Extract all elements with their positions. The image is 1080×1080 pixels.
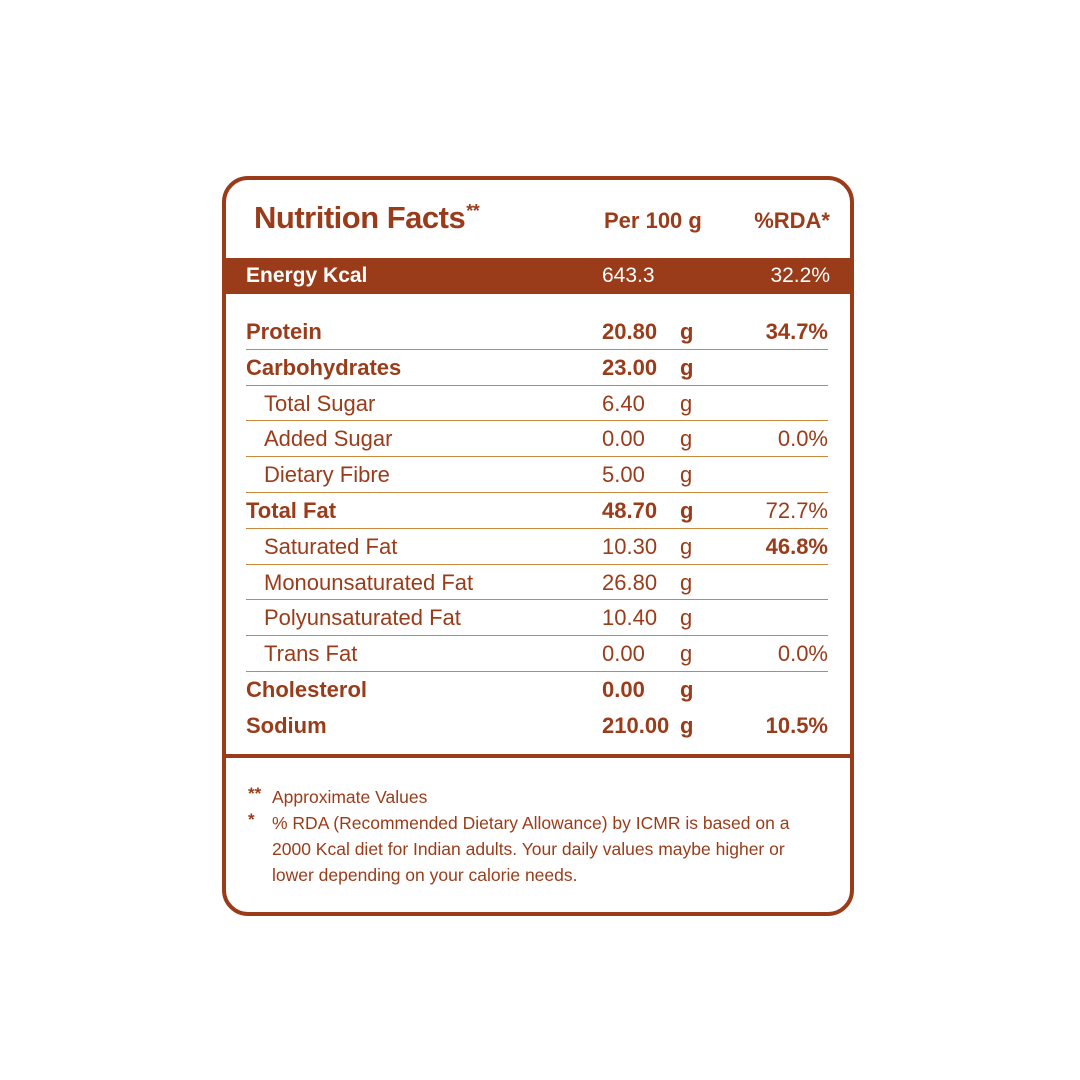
- footnote: ** Approximate Values: [248, 784, 820, 810]
- table-row: Total Fat 48.70 g 72.7%: [246, 493, 828, 529]
- nutrient-rda: 72.7%: [765, 497, 828, 523]
- footnote-mark: *: [248, 810, 255, 829]
- table-row: Saturated Fat 10.30 g 46.8%: [246, 529, 828, 565]
- table-row: Cholesterol 0.00 g: [246, 672, 828, 708]
- nutrient-label: Protein: [246, 319, 322, 344]
- table-row: Added Sugar 0.00 g 0.0%: [246, 421, 828, 458]
- table-row: Sodium 210.00 g 10.5%: [246, 708, 828, 746]
- nutrient-unit: g: [680, 712, 694, 738]
- nutrient-label: Cholesterol: [246, 676, 368, 702]
- energy-value: 643.3: [602, 264, 655, 287]
- table-row: Monounsaturated Fat 26.80 g: [246, 565, 828, 601]
- panel-title: Nutrition Facts**: [254, 200, 480, 236]
- column-header-per-100g: Per 100 g: [604, 208, 702, 233]
- nutrient-rda: 46.8%: [765, 533, 828, 559]
- nutrient-label: Trans Fat: [264, 641, 358, 667]
- table-row: Carbohydrates 23.00 g: [246, 350, 828, 386]
- nutrition-facts-panel: Nutrition Facts** Per 100 g %RDA* Energy…: [222, 176, 854, 916]
- nutrient-value: 5.00: [602, 462, 645, 488]
- nutrient-label: Total Sugar: [264, 390, 376, 416]
- nutrient-label: Monounsaturated Fat: [264, 569, 474, 595]
- energy-label: Energy Kcal: [246, 264, 368, 287]
- nutrient-label: Carbohydrates: [246, 354, 402, 380]
- title-text: Nutrition Facts: [254, 200, 466, 235]
- nutrient-value: 10.30: [602, 533, 658, 559]
- nutrient-unit: g: [680, 569, 693, 595]
- nutrient-unit: g: [680, 319, 694, 344]
- nutrient-label: Dietary Fibre: [264, 462, 390, 488]
- table-row: Polyunsaturated Fat 10.40 g: [246, 600, 828, 637]
- table-row: Trans Fat 0.00 g 0.0%: [246, 636, 828, 672]
- nutrient-unit: g: [680, 676, 694, 702]
- nutrient-unit: g: [680, 354, 694, 380]
- title-footnote-mark: **: [466, 200, 480, 221]
- nutrient-label: Saturated Fat: [264, 533, 398, 559]
- nutrient-value: 48.70: [602, 497, 658, 523]
- nutrient-unit: g: [680, 462, 693, 488]
- nutrient-unit: g: [680, 390, 693, 416]
- nutrient-label: Polyunsaturated Fat: [264, 605, 461, 631]
- nutrient-label: Added Sugar: [264, 426, 393, 452]
- nutrient-value: 20.80: [602, 319, 658, 344]
- energy-rda: 32.2%: [770, 264, 830, 287]
- nutrient-unit: g: [680, 497, 694, 523]
- nutrient-value: 0.00: [602, 426, 645, 452]
- nutrient-value: 0.00: [602, 641, 645, 667]
- nutrient-value: 210.00: [602, 712, 670, 738]
- nutrient-unit: g: [680, 605, 693, 631]
- nutrient-value: 0.00: [602, 676, 645, 702]
- nutrient-value: 26.80: [602, 569, 658, 595]
- nutrient-label: Sodium: [246, 712, 327, 738]
- nutrient-value: 10.40: [602, 605, 658, 631]
- nutrient-rda: 10.5%: [765, 712, 828, 738]
- footnotes: ** Approximate Values * % RDA (Recommend…: [248, 784, 820, 888]
- nutrient-unit: g: [680, 426, 693, 452]
- nutrient-rda: 0.0%: [777, 641, 828, 667]
- table-row: Total Sugar 6.40 g: [246, 386, 828, 422]
- nutrient-value: 6.40: [602, 390, 645, 416]
- footnote: * % RDA (Recommended Dietary Allowance) …: [248, 810, 820, 888]
- nutrient-rda: 34.7%: [765, 319, 828, 344]
- section-divider: [226, 754, 850, 758]
- table-row: Protein 20.80 g 34.7%: [246, 314, 828, 350]
- footnote-text: Approximate Values: [272, 787, 428, 807]
- table-row: Dietary Fibre 5.00 g: [246, 457, 828, 493]
- column-header-rda: %RDA*: [754, 208, 830, 233]
- footnote-mark: **: [248, 784, 262, 803]
- nutrient-rda: 0.0%: [777, 426, 828, 452]
- footnote-text: % RDA (Recommended Dietary Allowance) by…: [272, 813, 790, 885]
- nutrient-unit: g: [680, 533, 693, 559]
- nutrient-label: Total Fat: [246, 497, 337, 523]
- energy-row: Energy Kcal 643.3 32.2%: [226, 258, 850, 294]
- nutrient-table: Protein 20.80 g 34.7% Carbohydrates 23.0…: [246, 314, 828, 746]
- nutrient-unit: g: [680, 641, 693, 667]
- nutrient-value: 23.00: [602, 354, 658, 380]
